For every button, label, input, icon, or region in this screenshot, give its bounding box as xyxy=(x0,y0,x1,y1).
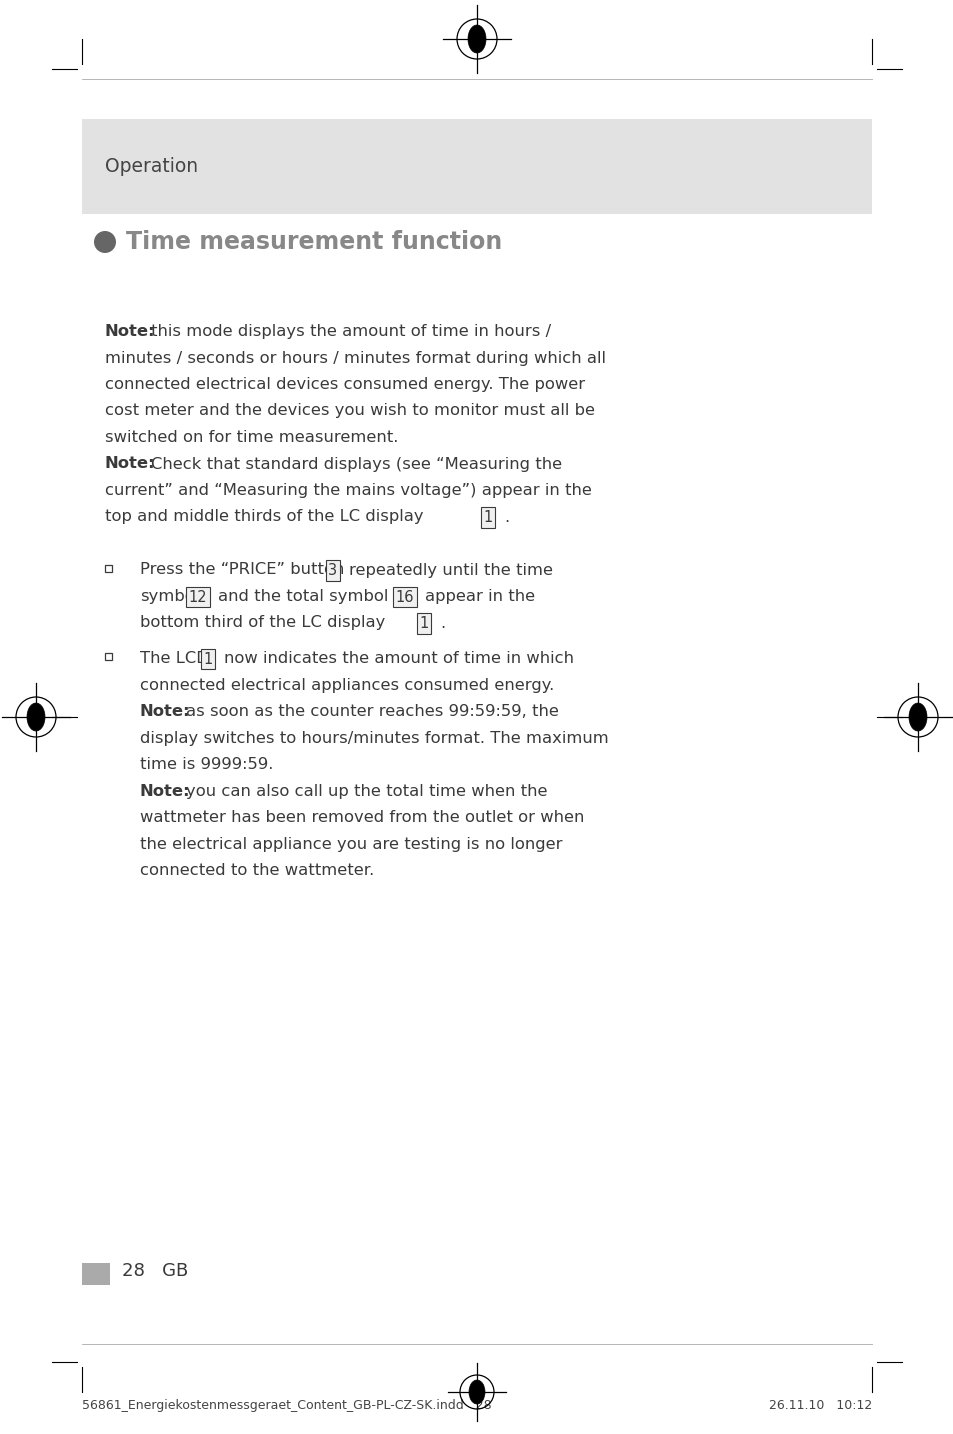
Text: Press the “PRICE” button: Press the “PRICE” button xyxy=(140,562,344,578)
Ellipse shape xyxy=(469,1380,484,1404)
Text: 16: 16 xyxy=(395,589,414,605)
Ellipse shape xyxy=(908,703,926,731)
Text: minutes / seconds or hours / minutes format during which all: minutes / seconds or hours / minutes for… xyxy=(105,350,605,366)
Text: 1: 1 xyxy=(419,617,428,631)
Text: connected electrical appliances consumed energy.: connected electrical appliances consumed… xyxy=(140,678,554,693)
Text: as soon as the counter reaches 99:59:59, the: as soon as the counter reaches 99:59:59,… xyxy=(186,704,558,720)
Text: repeatedly until the time: repeatedly until the time xyxy=(349,562,553,578)
Text: 26.11.10   10:12: 26.11.10 10:12 xyxy=(768,1400,871,1412)
Text: symbol: symbol xyxy=(140,589,199,604)
Text: Check that standard displays (see “Measuring the: Check that standard displays (see “Measu… xyxy=(151,456,561,472)
Text: this mode displays the amount of time in hours /: this mode displays the amount of time in… xyxy=(151,324,551,338)
FancyBboxPatch shape xyxy=(82,119,871,214)
Text: 56861_Energiekostenmessgeraet_Content_GB-PL-CZ-SK.indd   28: 56861_Energiekostenmessgeraet_Content_GB… xyxy=(82,1400,491,1412)
Text: Note:: Note: xyxy=(105,324,155,338)
Text: now indicates the amount of time in which: now indicates the amount of time in whic… xyxy=(224,651,574,667)
FancyBboxPatch shape xyxy=(105,565,112,572)
Text: 3: 3 xyxy=(328,564,337,578)
Text: .: . xyxy=(439,615,445,631)
Text: 12: 12 xyxy=(189,589,207,605)
Text: you can also call up the total time when the: you can also call up the total time when… xyxy=(186,784,547,799)
Text: switched on for time measurement.: switched on for time measurement. xyxy=(105,430,398,445)
Text: display switches to hours/minutes format. The maximum: display switches to hours/minutes format… xyxy=(140,731,608,746)
Text: wattmeter has been removed from the outlet or when: wattmeter has been removed from the outl… xyxy=(140,810,584,826)
Circle shape xyxy=(94,231,116,252)
FancyBboxPatch shape xyxy=(82,1263,110,1285)
Text: The LCD: The LCD xyxy=(140,651,209,667)
Text: connected to the wattmeter.: connected to the wattmeter. xyxy=(140,863,374,878)
Text: bottom third of the LC display: bottom third of the LC display xyxy=(140,615,385,631)
Text: the electrical appliance you are testing is no longer: the electrical appliance you are testing… xyxy=(140,837,562,852)
Text: top and middle thirds of the LC display: top and middle thirds of the LC display xyxy=(105,509,423,525)
Text: appear in the: appear in the xyxy=(424,589,535,604)
Text: current” and “Measuring the mains voltage”) appear in the: current” and “Measuring the mains voltag… xyxy=(105,483,591,498)
Text: Note:: Note: xyxy=(140,784,191,799)
Text: Time measurement function: Time measurement function xyxy=(126,229,501,254)
Text: 28   GB: 28 GB xyxy=(122,1262,188,1281)
Ellipse shape xyxy=(468,24,485,53)
Text: Operation: Operation xyxy=(105,156,198,176)
Text: .: . xyxy=(503,509,509,525)
Text: Note:: Note: xyxy=(140,704,191,720)
Text: 1: 1 xyxy=(483,511,492,525)
Text: Note:: Note: xyxy=(105,456,155,472)
FancyBboxPatch shape xyxy=(105,654,112,660)
Text: 1: 1 xyxy=(203,652,213,667)
Text: time is 9999:59.: time is 9999:59. xyxy=(140,757,274,773)
Text: and the total symbol: and the total symbol xyxy=(218,589,388,604)
Text: cost meter and the devices you wish to monitor must all be: cost meter and the devices you wish to m… xyxy=(105,403,595,419)
Text: connected electrical devices consumed energy. The power: connected electrical devices consumed en… xyxy=(105,377,584,391)
Ellipse shape xyxy=(27,703,45,731)
